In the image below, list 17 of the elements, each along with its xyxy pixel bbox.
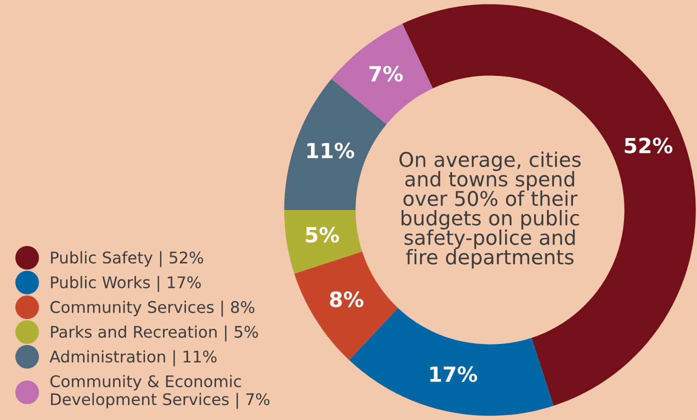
legend-label: Public Safety | 52%	[51, 251, 204, 268]
data-label: 8%	[330, 291, 364, 308]
legend-label: Parks and Recreation | 5%	[51, 325, 258, 342]
data-label: 11%	[307, 142, 354, 158]
data-label: 52%	[624, 138, 672, 154]
donut-slice	[294, 252, 398, 360]
text: On average, cities and towns spend over 50% of their budgets on public safety-police and fire departments	[399, 152, 581, 268]
legend-label: Community Services | 8%	[50, 300, 254, 317]
data-label: 7%	[369, 66, 403, 82]
legend-label: Community & Economic Development Services | 7%	[50, 374, 270, 409]
donut-slice	[349, 308, 554, 416]
donut-slice	[331, 24, 433, 124]
data-label: 5%	[306, 226, 340, 243]
donut-slice	[284, 210, 362, 274]
legend-label: Administration | 11%	[50, 350, 217, 366]
data-label: 17%	[430, 366, 478, 382]
legend-label: Public Works | 17%	[51, 276, 201, 292]
